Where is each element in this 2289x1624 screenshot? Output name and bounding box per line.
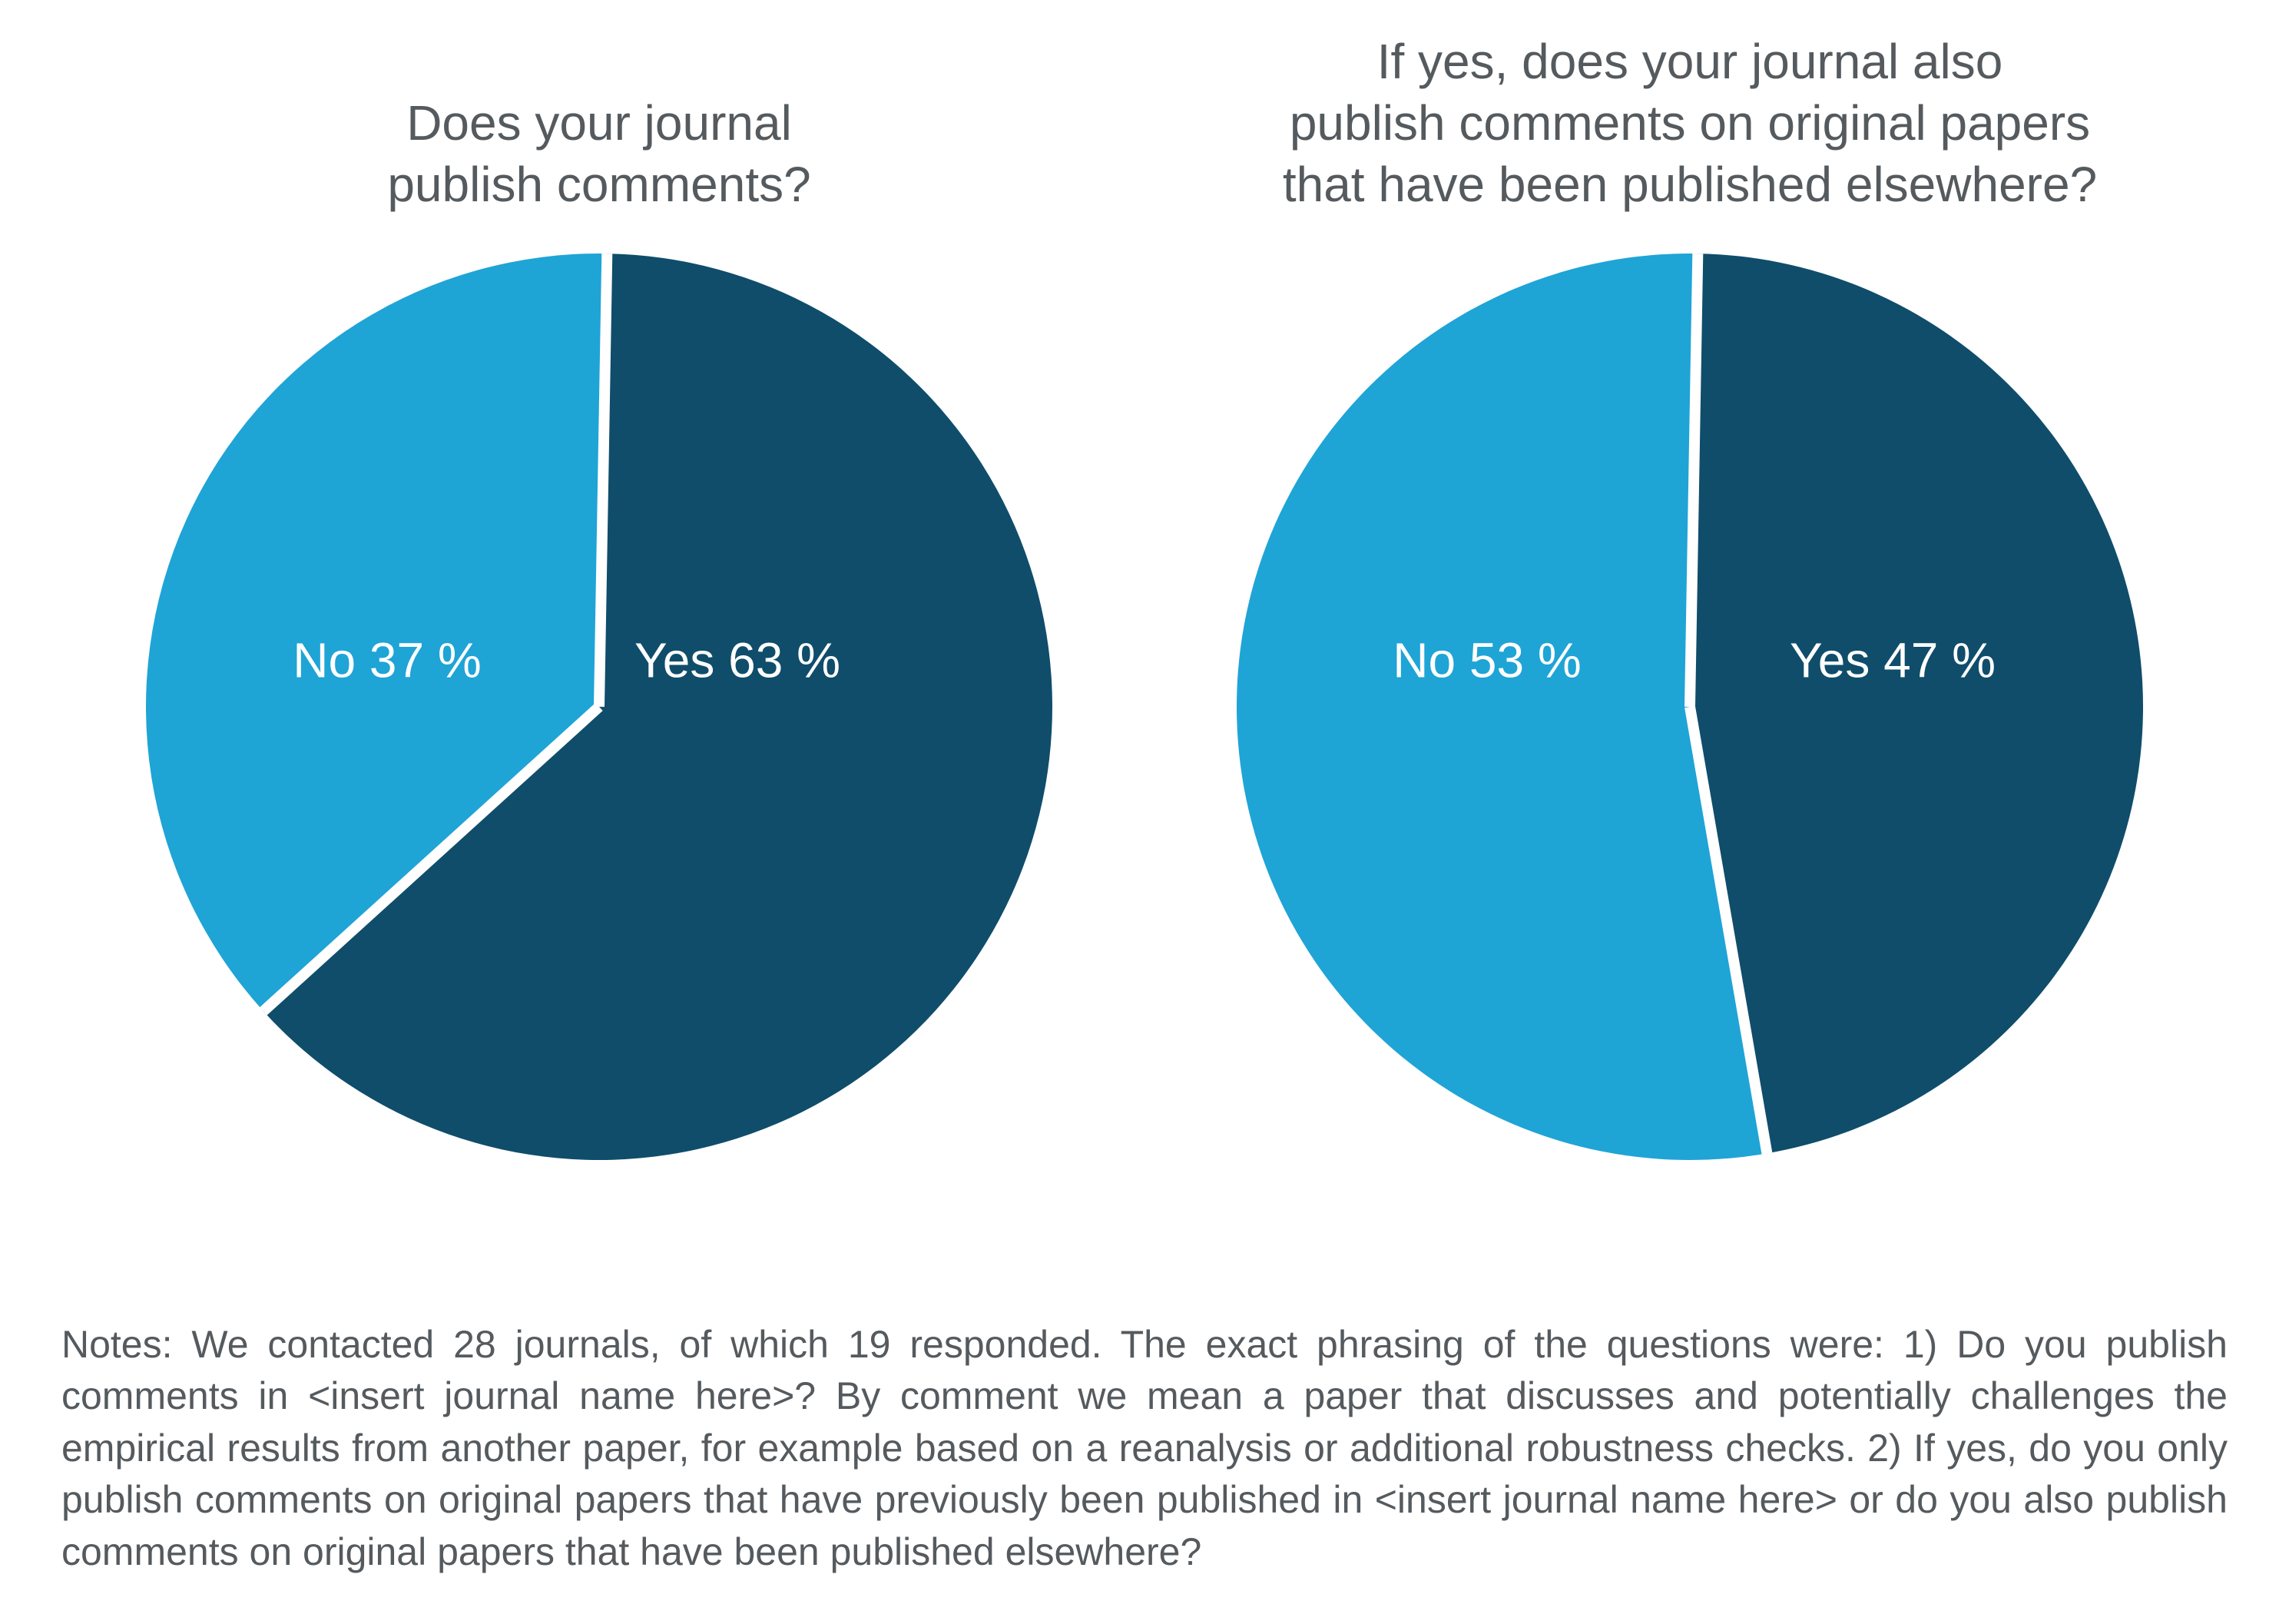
pie-chart-q1: Yes 63 %No 37 % [138, 246, 1060, 1168]
figure-notes: Notes: We contacted 28 journals, of whic… [61, 1319, 2228, 1579]
pie-chart-q2: Yes 47 %No 53 % [1229, 246, 2151, 1168]
chart-title-q2: If yes, does your journal also publish c… [1283, 31, 2097, 215]
chart-title-q1: Does your journal publish comments? [387, 92, 810, 215]
pie-slice-no [1237, 254, 1767, 1160]
chart-cell-q2: If yes, does your journal also publish c… [1183, 0, 2197, 1306]
pie-slice-yes [1690, 254, 2143, 1153]
chart-cell-q1: Does your journal publish comments? Yes … [92, 0, 1106, 1306]
figure-page: Does your journal publish comments? Yes … [0, 0, 2289, 1624]
charts-row: Does your journal publish comments? Yes … [0, 0, 2289, 1306]
